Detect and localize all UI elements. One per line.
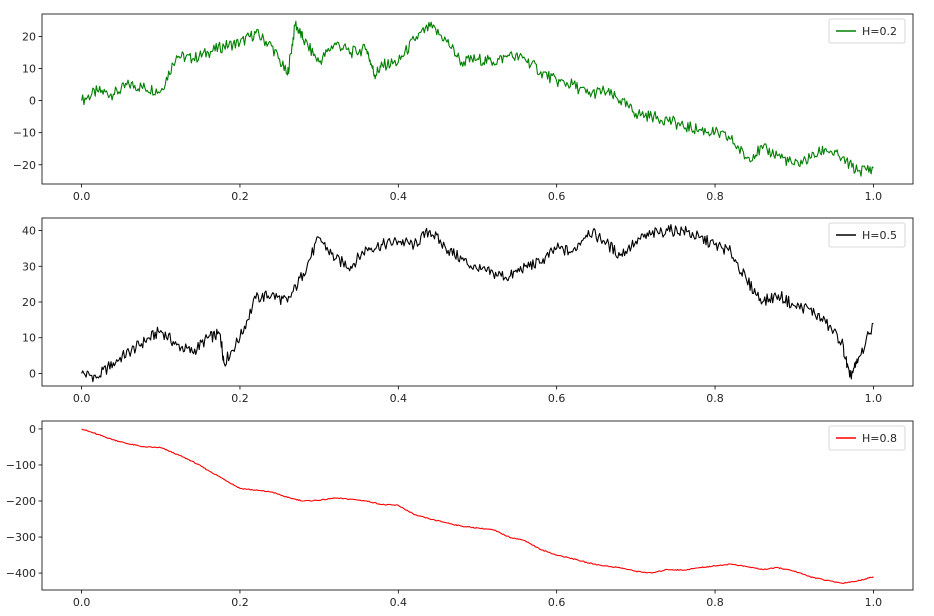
ticks-layer: 0.0 0.2 0.4 0.6 0.8 1.0 −400 −300 −200 −100 0 (6, 423, 882, 609)
y-tick-label: −400 (6, 567, 36, 580)
y-tick-label: 30 (22, 260, 36, 273)
axes-frame (41, 420, 914, 591)
y-tick-label: −100 (6, 459, 36, 472)
legend: H=0.2 (828, 18, 906, 44)
x-tick-label: 0.6 (548, 190, 566, 203)
x-tick-label: 0.0 (73, 190, 91, 203)
ticks-layer: 0.0 0.2 0.4 0.6 0.8 1.0 0 10 20 30 40 (22, 225, 882, 405)
x-tick-label: 0.0 (73, 392, 91, 405)
y-tick-label: 0 (29, 423, 36, 436)
y-tick-label: 20 (22, 296, 36, 309)
x-tick-label: 0.8 (706, 190, 724, 203)
series-line-1 (81, 224, 874, 383)
y-tick-label: −200 (6, 495, 36, 508)
y-tick-label: 0 (29, 95, 36, 108)
series-layer (81, 224, 874, 383)
axes-frame (41, 13, 914, 185)
x-tick-label: 1.0 (865, 596, 883, 609)
legend-label: H=0.8 (862, 432, 897, 445)
x-tick-label: 1.0 (865, 392, 883, 405)
legend: H=0.5 (828, 222, 906, 248)
x-tick-label: 0.6 (548, 596, 566, 609)
x-tick-label: 0.4 (390, 392, 408, 405)
y-tick-label: 0 (29, 367, 36, 380)
x-tick-label: 0.2 (231, 392, 249, 405)
y-tick-label: 10 (22, 332, 36, 345)
x-tick-label: 0.8 (706, 596, 724, 609)
y-tick-label: 10 (22, 63, 36, 76)
series-layer (81, 20, 874, 177)
subplot-3: 0.0 0.2 0.4 0.6 0.8 1.0 −400 −300 −200 −100 0 H=0.… (6, 420, 914, 609)
x-tick-label: 0.2 (231, 190, 249, 203)
series-layer (81, 428, 874, 584)
series-line-1 (81, 20, 874, 177)
legend-box (828, 18, 906, 44)
x-tick-label: 0.2 (231, 596, 249, 609)
subplot-1: 0.0 0.2 0.4 0.6 0.8 1.0 −20 −10 0 10 20 H=0.2 (13, 13, 914, 203)
y-tick-label: 40 (22, 225, 36, 238)
y-tick-label: −300 (6, 531, 36, 544)
x-tick-label: 0.6 (548, 392, 566, 405)
y-tick-label: −20 (13, 159, 36, 172)
legend-box (828, 222, 906, 248)
x-tick-label: 0.0 (73, 596, 91, 609)
legend-label: H=0.5 (862, 229, 897, 242)
x-tick-label: 1.0 (865, 190, 883, 203)
legend-label: H=0.2 (862, 25, 897, 38)
legend-box (828, 425, 906, 451)
x-tick-label: 0.4 (390, 596, 408, 609)
subplot-2: 0.0 0.2 0.4 0.6 0.8 1.0 0 10 20 30 40 H=0.5 (22, 217, 914, 405)
ticks-layer: 0.0 0.2 0.4 0.6 0.8 1.0 −20 −10 0 10 20 (13, 30, 882, 203)
y-tick-label: 20 (22, 30, 36, 43)
legend: H=0.8 (828, 425, 906, 451)
series-line-1 (81, 428, 874, 584)
x-tick-label: 0.4 (390, 190, 408, 203)
x-tick-label: 0.8 (706, 392, 724, 405)
y-tick-label: −10 (13, 127, 36, 140)
